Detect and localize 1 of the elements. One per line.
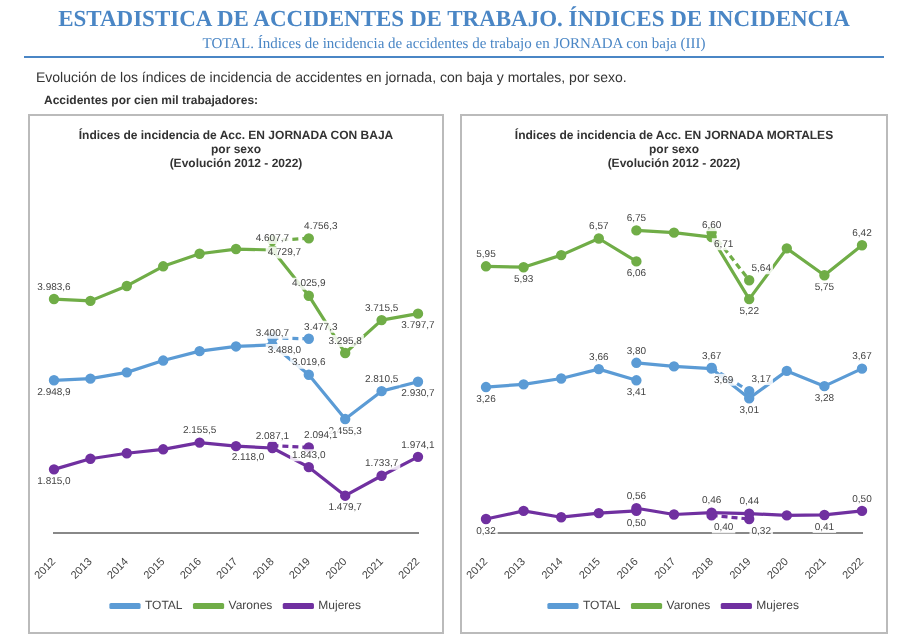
text: ESTADISTICA DE ACCIDENTES DE TRABAJO. ÍNDICES DE INCIDENCIA <box>56 8 852 32</box>
